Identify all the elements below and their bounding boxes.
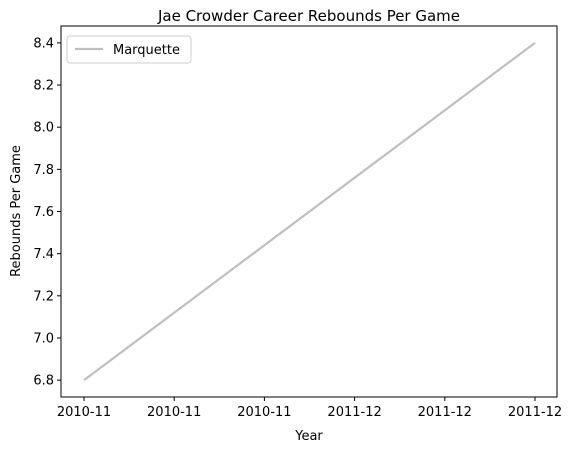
- x-tick-label: 2011-12: [508, 405, 562, 420]
- legend-label-marquette: Marquette: [113, 43, 180, 58]
- legend: Marquette: [66, 35, 192, 64]
- x-axis-label: Year: [294, 429, 323, 444]
- y-axis-ticks: 6.8 7.0 7.2 7.4 7.6 7.8 8.0 8.2 8.4: [33, 36, 61, 389]
- y-tick-label: 7.4: [33, 247, 54, 262]
- x-tick-label: 2010-11: [57, 405, 111, 420]
- x-tick-label: 2011-12: [418, 405, 472, 420]
- legend-box: [66, 35, 192, 64]
- y-tick-label: 7.6: [33, 205, 54, 220]
- y-tick-label: 7.8: [33, 163, 54, 178]
- y-axis-label: Rebounds Per Game: [9, 145, 24, 277]
- y-tick-label: 8.4: [33, 36, 54, 51]
- series-layer: [83, 41, 536, 382]
- x-tick-label: 2011-12: [327, 405, 381, 420]
- x-tick-label: 2010-11: [147, 405, 201, 420]
- y-tick-label: 7.0: [33, 331, 54, 346]
- y-tick-label: 6.8: [33, 374, 54, 389]
- y-tick-label: 8.2: [33, 79, 54, 94]
- x-tick-label: 2010-11: [237, 405, 291, 420]
- y-tick-label: 8.0: [33, 121, 54, 136]
- series-line-marquette: [83, 41, 536, 382]
- chart-title: Jae Crowder Career Rebounds Per Game: [157, 7, 460, 25]
- y-tick-label: 7.2: [33, 289, 54, 304]
- x-axis-ticks: 2010-11 2010-11 2010-11 2011-12 2011-12 2011-…: [57, 397, 562, 420]
